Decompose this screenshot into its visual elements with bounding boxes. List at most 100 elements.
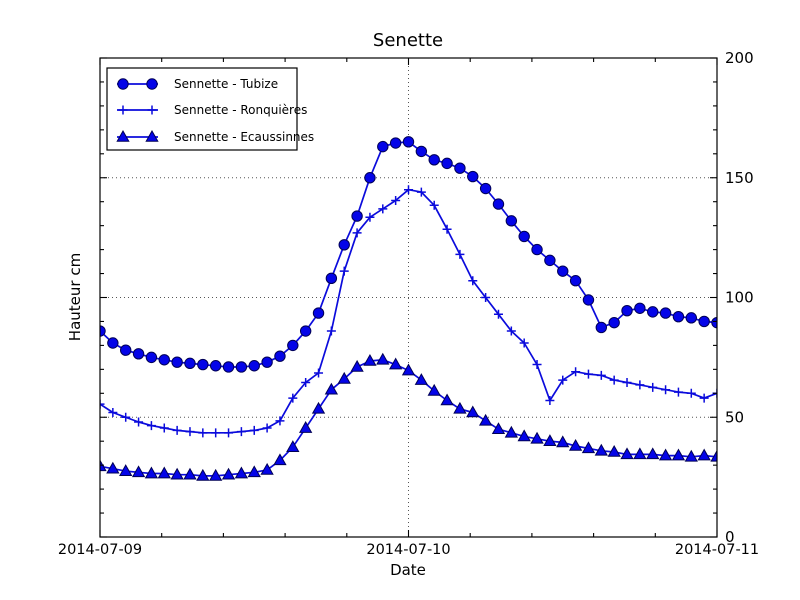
- plus-marker: [198, 428, 208, 438]
- triangle-marker: [440, 393, 454, 406]
- triangle-marker: [504, 425, 518, 438]
- triangle-marker: [658, 448, 673, 461]
- circle-marker: [672, 310, 685, 323]
- plus-marker: [147, 105, 157, 115]
- plus-marker: [661, 385, 671, 395]
- plus-marker: [121, 412, 131, 422]
- circle-marker: [235, 361, 248, 373]
- plus-marker: [699, 393, 709, 403]
- circle-marker: [595, 321, 608, 334]
- plus-marker: [429, 200, 439, 210]
- triangle-marker: [491, 422, 506, 435]
- triangle-marker: [684, 449, 698, 462]
- legend-entry: Sennette - Ronquières: [117, 103, 307, 117]
- circle-marker: [608, 316, 620, 329]
- triangle-marker: [388, 357, 403, 370]
- series-layer: [100, 136, 717, 481]
- triangle-marker: [273, 453, 287, 466]
- triangle-marker: [466, 405, 480, 418]
- plus-marker: [506, 326, 516, 336]
- triangle-marker: [116, 129, 130, 142]
- plus-marker: [622, 378, 632, 388]
- plus-marker: [583, 369, 593, 379]
- y-tick-label: 0: [725, 528, 735, 546]
- circle-marker: [274, 350, 286, 362]
- circle-marker: [261, 356, 273, 368]
- triangle-marker: [196, 468, 210, 481]
- circle-marker: [531, 243, 543, 256]
- y-tick-label: 50: [725, 408, 744, 426]
- triangle-marker: [324, 382, 339, 395]
- plus-marker: [416, 187, 426, 197]
- circle-marker: [647, 306, 659, 318]
- plus-marker: [378, 204, 388, 214]
- circle-marker: [287, 339, 299, 352]
- circle-marker: [389, 137, 402, 149]
- triangle-marker: [376, 352, 390, 365]
- plus-marker: [262, 423, 272, 433]
- x-tick-label: 2014-07-10: [366, 542, 450, 558]
- triangle-marker: [311, 401, 326, 414]
- plus-marker: [108, 407, 118, 417]
- triangle-marker: [556, 435, 570, 448]
- plus-marker: [146, 421, 156, 431]
- circle-marker: [158, 354, 170, 366]
- y-tick-label: 200: [725, 49, 754, 67]
- triangle-marker: [517, 429, 531, 442]
- circle-marker: [454, 162, 466, 174]
- circle-marker: [364, 172, 376, 184]
- plus-marker: [236, 427, 246, 437]
- circle-marker: [467, 170, 479, 183]
- circle-marker: [479, 182, 492, 195]
- triangle-marker: [183, 467, 197, 480]
- plus-marker: [648, 382, 658, 392]
- triangle-marker: [260, 462, 274, 475]
- circle-marker: [299, 325, 312, 337]
- triangle-marker: [401, 363, 416, 376]
- triangle-marker: [581, 441, 596, 454]
- triangle-marker: [478, 413, 493, 426]
- series-ecaussinnes: [100, 352, 717, 481]
- triangle-marker: [209, 468, 223, 481]
- series-ronquieres: [100, 185, 717, 438]
- circle-marker: [441, 157, 453, 170]
- plus-marker: [545, 395, 555, 405]
- circle-marker: [492, 198, 505, 210]
- triangle-marker: [234, 466, 249, 479]
- chart-title: Senette: [373, 30, 443, 51]
- triangle-marker: [247, 465, 261, 478]
- plus-marker: [442, 224, 452, 234]
- triangle-marker: [543, 434, 557, 446]
- plus-marker: [519, 338, 529, 348]
- plus-marker: [558, 375, 568, 385]
- plus-marker: [686, 388, 696, 398]
- triangle-marker: [697, 448, 711, 461]
- legend: Sennette - Tubize Sennette - Ronquières Se…: [106, 67, 314, 151]
- plus-marker: [596, 370, 606, 380]
- circle-marker: [351, 210, 363, 222]
- legend-label: Sennette - Ecaussinnes: [174, 130, 314, 144]
- triangle-marker: [671, 448, 686, 461]
- triangle-marker: [145, 129, 159, 142]
- circle-marker: [659, 307, 672, 319]
- triangle-marker: [286, 440, 300, 452]
- circle-marker: [145, 351, 158, 364]
- circle-marker: [377, 140, 389, 153]
- legend-label: Sennette - Tubize: [174, 77, 278, 91]
- series-tubize: [100, 136, 717, 373]
- x-tick-label: 2014-07-11: [675, 542, 759, 558]
- plus-marker: [635, 380, 645, 390]
- plus-marker: [493, 309, 503, 319]
- circle-marker: [338, 239, 350, 251]
- circle-marker: [518, 230, 530, 243]
- y-tick-label: 100: [725, 289, 754, 307]
- triangle-marker: [620, 447, 634, 460]
- triangle-marker: [646, 447, 660, 460]
- circle-marker: [209, 360, 222, 372]
- plus-marker: [172, 425, 182, 435]
- triangle-marker: [119, 464, 133, 476]
- plus-marker: [224, 428, 234, 438]
- circle-marker: [685, 312, 697, 324]
- plus-marker: [481, 293, 491, 302]
- plus-marker: [532, 360, 542, 370]
